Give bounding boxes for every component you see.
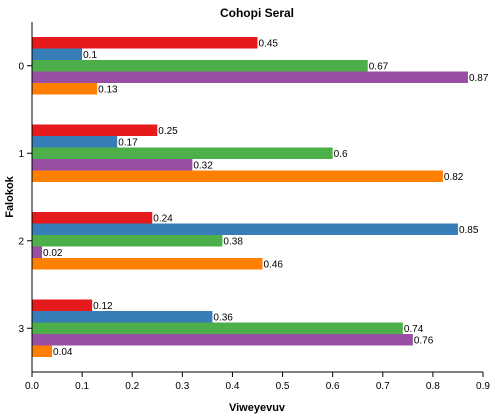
data-label: 0.38 [223, 236, 243, 247]
x-tick-label: 0.9 [476, 381, 490, 392]
x-axis-title: Viweyevuv [229, 402, 286, 414]
x-tick-label: 0.0 [25, 381, 39, 392]
bar-cat-3-series-4 [32, 345, 53, 357]
data-label: 0.04 [53, 347, 73, 358]
bar-cat-2-series-0 [32, 212, 153, 224]
y-tick-label: 2 [18, 236, 24, 247]
bar-cat-1-series-1 [32, 136, 118, 148]
data-label: 0.17 [118, 137, 138, 148]
y-axis: 0 1 2 3 [18, 22, 33, 372]
y-tick-label: 3 [18, 324, 24, 335]
bar-cat-3-series-3 [32, 334, 413, 346]
bars-group [32, 37, 468, 357]
bar-cat-2-series-1 [32, 223, 458, 235]
y-axis-title: Falokok [4, 175, 16, 217]
x-tick-label: 0.7 [376, 381, 390, 392]
bar-cat-1-series-4 [32, 170, 443, 182]
bar-cat-3-series-0 [32, 299, 93, 311]
x-tick-label: 0.3 [175, 381, 189, 392]
bar-cat-2-series-2 [32, 235, 223, 247]
x-tick-label: 0.5 [276, 381, 290, 392]
bar-cat-0-series-4 [32, 83, 98, 95]
x-tick-label: 0.4 [225, 381, 239, 392]
data-label: 0.1 [83, 50, 97, 61]
data-label: 0.87 [469, 73, 489, 84]
bar-cat-3-series-1 [32, 311, 213, 323]
data-label: 0.46 [264, 259, 284, 270]
x-tick-label: 0.8 [426, 381, 440, 392]
bar-cat-0-series-3 [32, 71, 468, 83]
bar-cat-3-series-2 [32, 322, 403, 334]
data-label: 0.67 [369, 61, 389, 72]
bar-cat-0-series-2 [32, 60, 368, 72]
chart-title: Cohopi Seral [220, 6, 294, 20]
bar-cat-1-series-0 [32, 124, 158, 136]
data-label: 0.25 [158, 126, 178, 137]
bar-cat-1-series-2 [32, 147, 333, 159]
y-tick-label: 1 [18, 149, 24, 160]
bar-cat-2-series-4 [32, 258, 263, 270]
x-tick-label: 0.1 [75, 381, 89, 392]
data-label: 0.32 [193, 160, 213, 171]
data-label: 0.13 [98, 84, 118, 95]
data-label: 0.74 [404, 324, 424, 335]
data-labels-group: 0.45 0.1 0.67 0.87 0.13 0.25 0.17 0.6 0.32 0.82 0.… [43, 38, 489, 358]
data-label: 0.45 [259, 38, 279, 49]
data-label: 0.24 [153, 213, 173, 224]
data-label: 0.85 [459, 225, 479, 236]
data-label: 0.6 [334, 149, 348, 160]
bar-cat-0-series-0 [32, 37, 258, 49]
data-label: 0.12 [93, 301, 113, 312]
data-label: 0.36 [213, 312, 233, 323]
bar-cat-2-series-3 [32, 246, 43, 258]
bar-cat-1-series-3 [32, 159, 193, 171]
x-axis: 0.0 0.1 0.2 0.3 0.4 0.5 0.6 0.7 0.8 0.9 [25, 371, 490, 392]
data-label: 0.02 [43, 248, 63, 259]
bar-cat-0-series-1 [32, 48, 83, 60]
data-label: 0.82 [444, 172, 464, 183]
x-tick-label: 0.2 [125, 381, 139, 392]
y-tick-label: 0 [18, 61, 24, 72]
x-tick-label: 0.6 [326, 381, 340, 392]
data-label: 0.76 [414, 335, 434, 346]
